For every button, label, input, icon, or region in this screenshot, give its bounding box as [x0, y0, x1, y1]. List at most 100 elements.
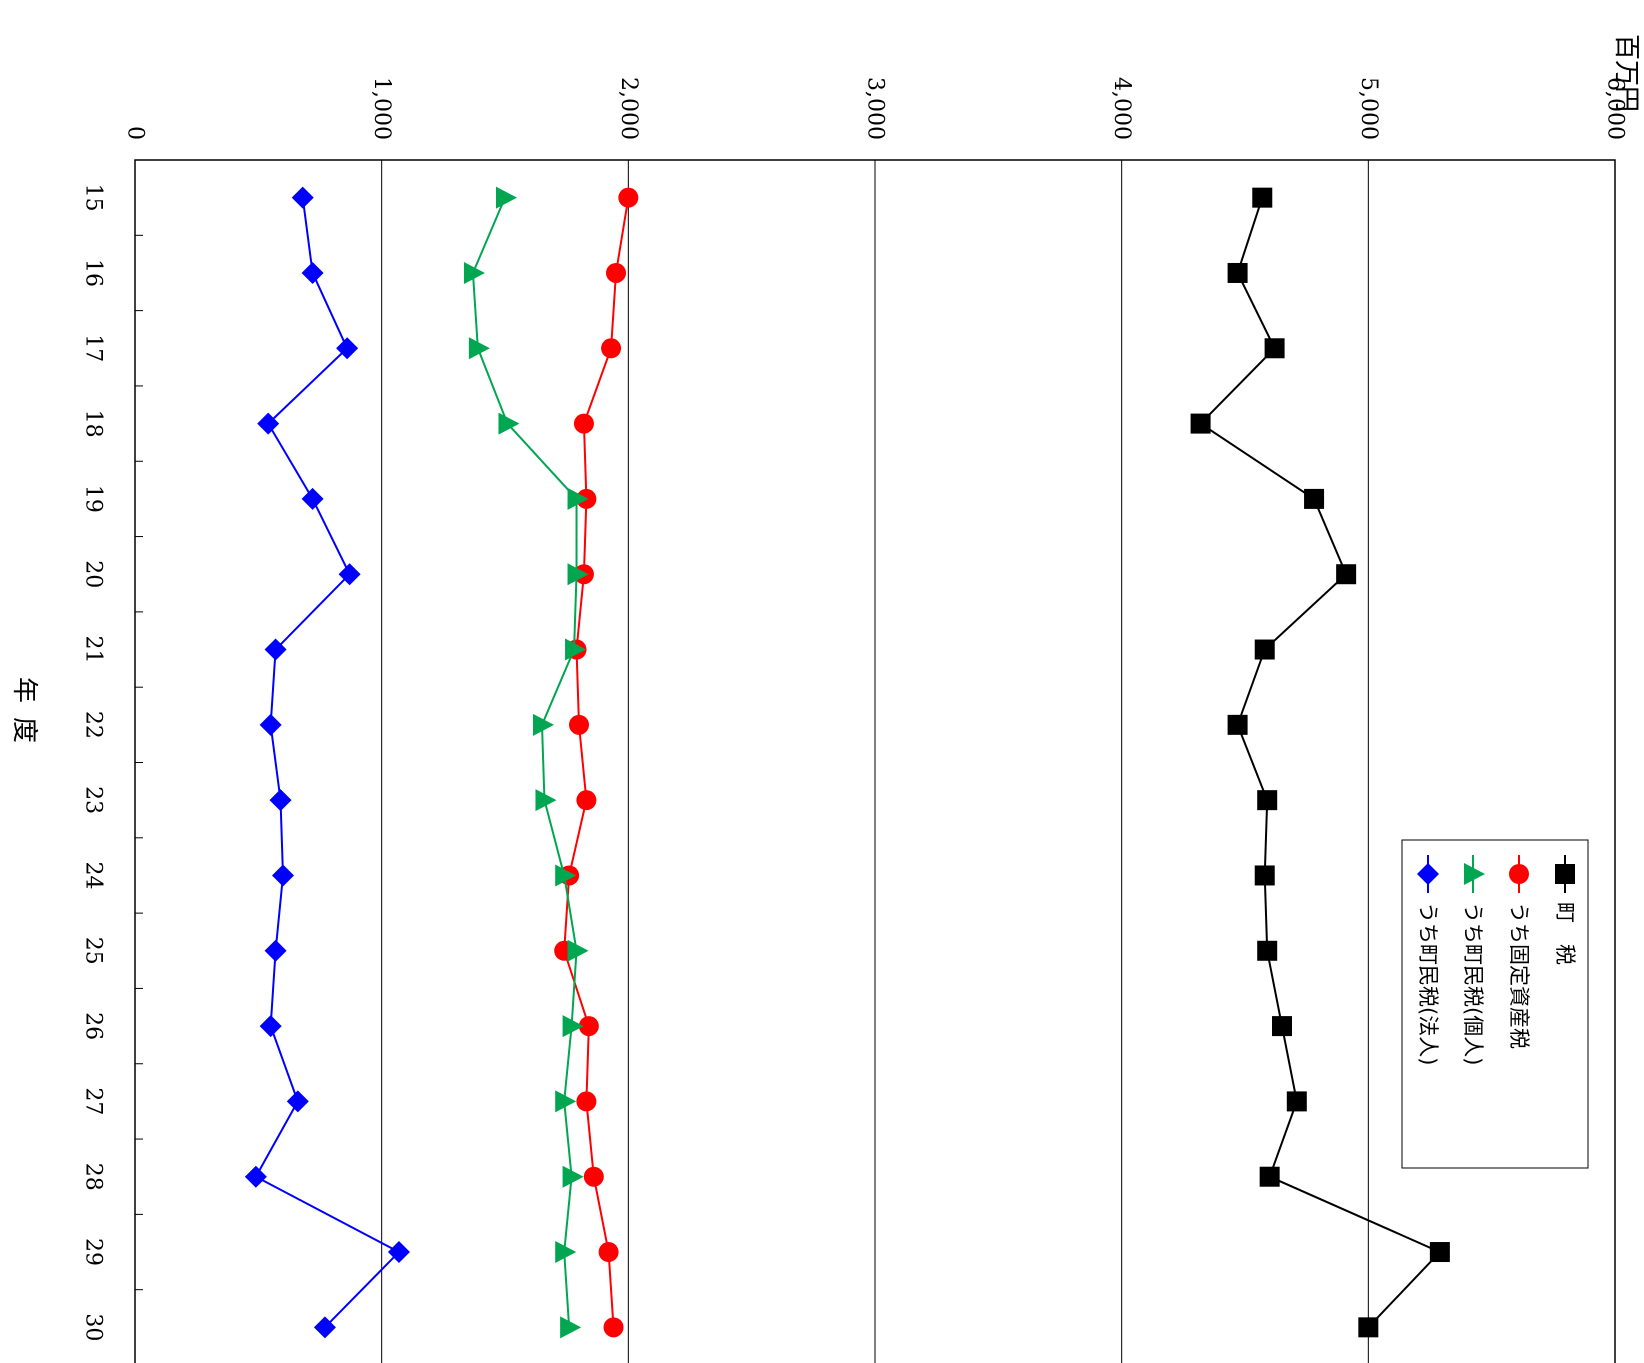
category-tick-label: 22: [81, 711, 106, 739]
category-tick-label: 27: [81, 1087, 106, 1115]
grid-layer: [381, 160, 1369, 1363]
data-point-diamond: [269, 789, 292, 812]
legend-label: うち固定資産税: [1507, 902, 1531, 1049]
data-point-circle: [576, 1091, 597, 1112]
category-tick-label: 18: [81, 410, 106, 438]
data-point-square: [1227, 714, 1248, 735]
value-tick-label: 1,000: [369, 77, 394, 140]
value-tick-label: 0: [123, 126, 148, 140]
data-point-circle: [601, 338, 622, 359]
data-point-square: [1336, 564, 1357, 585]
data-point-diamond: [264, 939, 287, 962]
data-point-square: [1429, 1242, 1450, 1263]
category-tick-label: 17: [81, 334, 106, 362]
data-point-triangle: [463, 261, 485, 284]
data-point-triangle: [555, 864, 577, 887]
data-point-circle: [569, 714, 589, 735]
data-point-triangle: [565, 638, 587, 661]
data-point-square: [1304, 488, 1325, 509]
data-point-diamond: [338, 563, 361, 586]
data-point-diamond: [259, 713, 282, 736]
data-point-triangle: [562, 1015, 584, 1038]
data-point-triangle: [555, 1090, 577, 1113]
data-point-diamond: [313, 1316, 336, 1339]
data-point-circle: [598, 1242, 619, 1263]
data-point-square: [1257, 790, 1278, 811]
value-tick-label: 3,000: [863, 77, 888, 140]
data-point-triangle: [498, 412, 520, 435]
legend-box: [1401, 839, 1589, 1169]
data-point-circle: [583, 1166, 604, 1187]
tick-layer: 0 1,000 2,000 3,000 4,000 5,000 6,000 15 16 17 18 1…: [81, 77, 1628, 1341]
value-tick-label: 2,000: [616, 77, 641, 140]
value-tick-label: 5,000: [1356, 77, 1381, 140]
data-point-square: [1190, 413, 1211, 434]
series-line: [254, 197, 401, 1329]
series-line: [471, 197, 578, 1328]
data-point-square: [1358, 1317, 1379, 1338]
data-point-triangle: [468, 337, 490, 360]
data-point-circle: [578, 1016, 599, 1037]
category-tick-label: 20: [81, 560, 106, 588]
data-point-square: [1272, 1016, 1292, 1037]
data-point-diamond: [336, 337, 359, 360]
legend-label: 町 税: [1553, 902, 1577, 965]
value-tick-label: 6,000: [1603, 77, 1628, 140]
data-point-circle: [603, 1317, 624, 1338]
legend-label: うち町民税(個人): [1461, 902, 1485, 1065]
data-point-diamond: [244, 1165, 267, 1188]
data-point-circle: [618, 187, 639, 208]
series-line: [563, 197, 630, 1328]
data-point-triangle: [567, 939, 589, 962]
unit-label: 百万円: [1611, 34, 1641, 112]
data-point-diamond: [264, 638, 287, 661]
category-tick-label: 25: [81, 937, 106, 965]
data-point-circle: [606, 262, 626, 283]
legend-label: うち町民税(法人): [1416, 902, 1440, 1065]
category-tick-label: 16: [81, 259, 106, 287]
data-point-diamond: [257, 412, 280, 435]
x-axis-label-char: 年: [9, 677, 39, 703]
series-3: [244, 186, 410, 1339]
data-point-square: [1257, 940, 1278, 961]
data-point-diamond: [259, 1015, 282, 1038]
category-tick-label: 29: [81, 1238, 106, 1266]
data-point-triangle: [562, 1165, 584, 1188]
data-point-triangle: [567, 563, 589, 586]
category-tick-label: 24: [81, 861, 106, 889]
category-tick-label: 19: [81, 485, 106, 513]
data-point-diamond: [286, 1090, 309, 1113]
data-point-triangle: [496, 186, 517, 209]
data-point-square: [1286, 1091, 1307, 1112]
data-point-triangle: [533, 713, 554, 736]
data-point-diamond: [301, 261, 324, 284]
legend-marker: [1555, 864, 1575, 884]
category-tick-label: 23: [81, 786, 106, 814]
category-tick-label: 30: [81, 1313, 106, 1341]
data-point-circle: [576, 790, 597, 811]
data-point-diamond: [272, 864, 294, 887]
data-point-triangle: [555, 1241, 577, 1264]
data-point-diamond: [387, 1241, 410, 1264]
category-tick-label: 21: [81, 636, 106, 664]
data-point-diamond: [301, 487, 324, 510]
category-tick-label: 15: [81, 184, 106, 212]
data-point-triangle: [560, 1316, 582, 1339]
category-tick-label: 28: [81, 1163, 106, 1191]
data-point-square: [1227, 262, 1248, 283]
legend-marker: [1417, 863, 1439, 885]
data-point-square: [1252, 187, 1273, 208]
data-point-circle: [573, 413, 594, 434]
data-point-square: [1264, 338, 1285, 359]
value-tick-label: 4,000: [1109, 77, 1134, 140]
data-point-square: [1254, 865, 1275, 886]
series-line: [1199, 197, 1442, 1329]
data-point-diamond: [291, 186, 314, 209]
data-point-triangle: [567, 487, 589, 510]
legend-marker: [1464, 863, 1485, 885]
series-1: [554, 187, 639, 1338]
data-point-triangle: [535, 789, 557, 812]
